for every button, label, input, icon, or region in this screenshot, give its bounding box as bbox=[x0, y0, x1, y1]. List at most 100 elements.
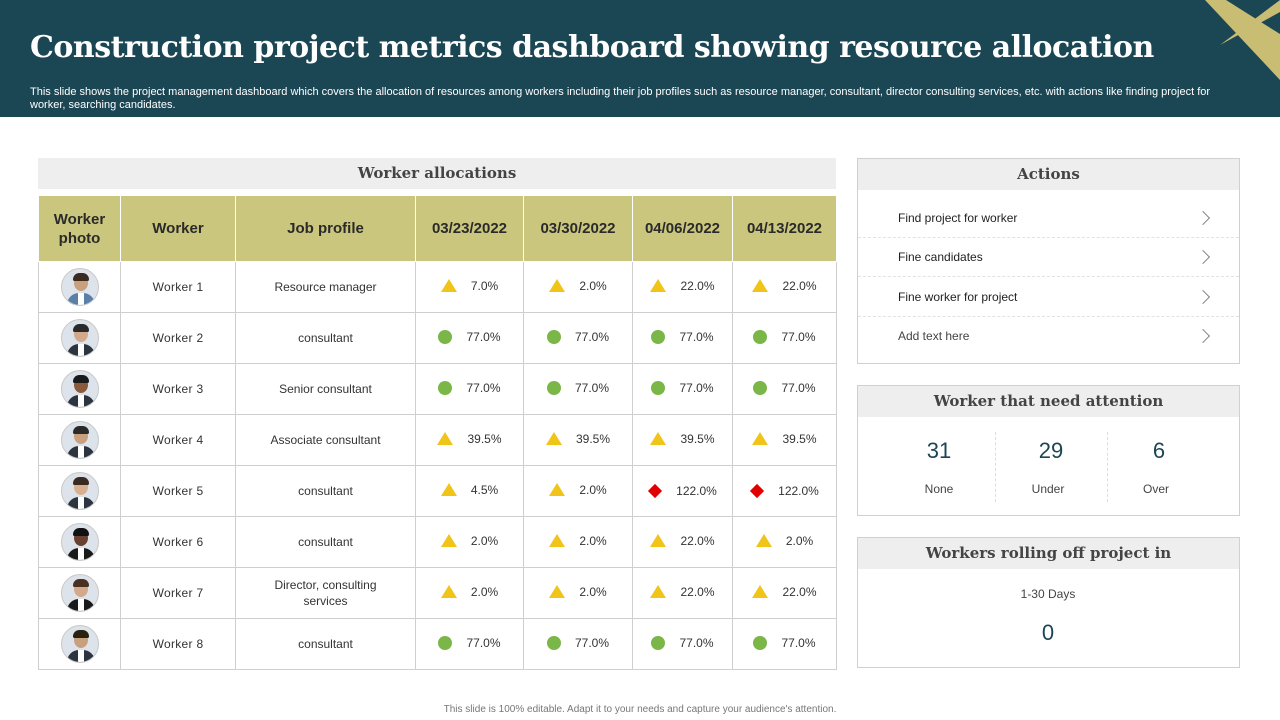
footer-note: This slide is 100% editable. Adapt it to… bbox=[443, 704, 837, 715]
allocation-value: 77.0% bbox=[466, 329, 501, 344]
worker-allocations-title: Worker allocations bbox=[38, 158, 836, 189]
job-profile: consultant bbox=[235, 312, 416, 364]
allocation-cell: 77.0% bbox=[415, 618, 524, 670]
action-add-text[interactable]: Add text here bbox=[898, 329, 970, 343]
allocation-cell: 2.0% bbox=[415, 516, 524, 568]
allocation-cell: 39.5% bbox=[632, 414, 733, 466]
job-profile: Director, consulting services bbox=[235, 567, 416, 619]
worker-name: Worker 5 bbox=[120, 465, 236, 517]
worker-name: Worker 7 bbox=[120, 567, 236, 619]
corner-decoration bbox=[1205, 0, 1280, 80]
allocation-cell: 39.5% bbox=[732, 414, 837, 466]
action-find-worker[interactable]: Fine worker for project bbox=[898, 290, 1018, 304]
allocation-value: 77.0% bbox=[781, 635, 816, 650]
actions-panel: Actions Find project for worker Fine can… bbox=[857, 158, 1240, 364]
triangle-status-icon bbox=[549, 279, 566, 293]
chevron-right-icon[interactable] bbox=[1195, 328, 1211, 344]
table-row: Worker 2 consultant 77.0% 77.0% 77.0% 77.0% bbox=[38, 312, 837, 364]
allocation-cell: 2.0% bbox=[523, 465, 633, 517]
allocation-cell: 2.0% bbox=[523, 567, 633, 619]
allocation-value: 22.0% bbox=[782, 278, 817, 293]
worker-photo-cell bbox=[38, 516, 121, 568]
triangle-status-icon bbox=[752, 279, 769, 293]
triangle-status-icon bbox=[650, 432, 667, 446]
triangle-status-icon bbox=[440, 279, 457, 293]
col-header-date-2: 03/30/2022 bbox=[523, 195, 633, 262]
triangle-status-icon bbox=[755, 534, 772, 548]
worker-photo-cell bbox=[38, 465, 121, 517]
allocation-cell: 2.0% bbox=[732, 516, 837, 568]
chevron-right-icon[interactable] bbox=[1195, 210, 1211, 226]
allocation-cell: 22.0% bbox=[732, 567, 837, 619]
allocation-cell: 77.0% bbox=[632, 312, 733, 364]
allocation-cell: 77.0% bbox=[632, 618, 733, 670]
stat-over-value: 6 bbox=[1152, 438, 1166, 463]
allocation-cell: 2.0% bbox=[523, 516, 633, 568]
rolling-off-title: Workers rolling off project in bbox=[858, 538, 1239, 569]
chevron-right-icon[interactable] bbox=[1195, 249, 1211, 265]
divider bbox=[1107, 432, 1108, 502]
allocation-value: 77.0% bbox=[781, 329, 816, 344]
triangle-status-icon bbox=[549, 483, 566, 497]
allocation-value: 22.0% bbox=[782, 584, 817, 599]
circle-status-icon bbox=[753, 635, 768, 650]
action-find-candidates[interactable]: Fine candidates bbox=[898, 250, 983, 264]
circle-status-icon bbox=[753, 380, 768, 395]
table-header-row: Worker photo Worker Job profile 03/23/20… bbox=[38, 195, 837, 262]
allocation-value: 77.0% bbox=[679, 329, 714, 344]
triangle-status-icon bbox=[440, 534, 457, 548]
allocation-value: 122.0% bbox=[676, 483, 717, 498]
avatar bbox=[60, 472, 99, 510]
diamond-status-icon bbox=[648, 483, 663, 498]
job-profile: Associate consultant bbox=[235, 414, 416, 466]
allocation-value: 39.5% bbox=[680, 431, 715, 446]
allocation-value: 2.0% bbox=[579, 584, 607, 599]
allocation-cell: 77.0% bbox=[523, 618, 633, 670]
stat-under-label: Under bbox=[1031, 482, 1065, 496]
avatar bbox=[60, 574, 99, 612]
chevron-right-icon[interactable] bbox=[1195, 289, 1211, 305]
worker-name: Worker 8 bbox=[120, 618, 236, 670]
allocation-value: 39.5% bbox=[575, 431, 611, 446]
allocation-cell: 39.5% bbox=[523, 414, 633, 466]
circle-status-icon bbox=[438, 635, 453, 650]
allocation-value: 77.0% bbox=[466, 635, 501, 650]
allocation-cell: 22.0% bbox=[632, 261, 733, 313]
rolling-off-range: 1-30 Days bbox=[1020, 587, 1076, 601]
allocation-cell: 122.0% bbox=[732, 465, 837, 517]
divider bbox=[858, 316, 1239, 317]
triangle-status-icon bbox=[549, 585, 566, 599]
circle-status-icon bbox=[753, 329, 768, 344]
action-find-project[interactable]: Find project for worker bbox=[898, 211, 1018, 225]
header-banner: Construction project metrics dashboard s… bbox=[0, 0, 1280, 117]
table-row: Worker 6 consultant 2.0% 2.0% 22.0% 2.0% bbox=[38, 516, 837, 568]
allocation-value: 77.0% bbox=[679, 635, 714, 650]
allocation-cell: 77.0% bbox=[415, 312, 524, 364]
allocations-table: Worker photo Worker Job profile 03/23/20… bbox=[38, 195, 837, 670]
allocation-cell: 77.0% bbox=[732, 312, 837, 364]
divider bbox=[995, 432, 996, 502]
avatar bbox=[60, 268, 99, 306]
allocation-value: 77.0% bbox=[679, 380, 714, 395]
job-profile: consultant bbox=[235, 465, 416, 517]
circle-status-icon bbox=[438, 329, 453, 344]
circle-status-icon bbox=[651, 329, 666, 344]
allocation-cell: 4.5% bbox=[415, 465, 524, 517]
avatar bbox=[60, 319, 99, 357]
worker-photo-cell bbox=[38, 618, 121, 670]
allocation-value: 77.0% bbox=[466, 380, 501, 395]
worker-photo-cell bbox=[38, 363, 121, 415]
job-profile: Resource manager bbox=[235, 261, 416, 313]
col-header-date-4: 04/13/2022 bbox=[732, 195, 837, 262]
worker-name: Worker 4 bbox=[120, 414, 236, 466]
table-row: Worker 7 Director, consulting services 2.0… bbox=[38, 567, 837, 619]
allocation-cell: 77.0% bbox=[415, 363, 524, 415]
allocation-cell: 2.0% bbox=[523, 261, 633, 313]
col-header-date-1: 03/23/2022 bbox=[415, 195, 524, 262]
circle-status-icon bbox=[546, 329, 561, 344]
allocation-value: 122.0% bbox=[778, 483, 819, 498]
table-row: Worker 5 consultant 4.5% 2.0% 122.0% 122.0% bbox=[38, 465, 837, 517]
worker-photo-cell bbox=[38, 312, 121, 364]
worker-name: Worker 2 bbox=[120, 312, 236, 364]
allocation-cell: 22.0% bbox=[632, 567, 733, 619]
